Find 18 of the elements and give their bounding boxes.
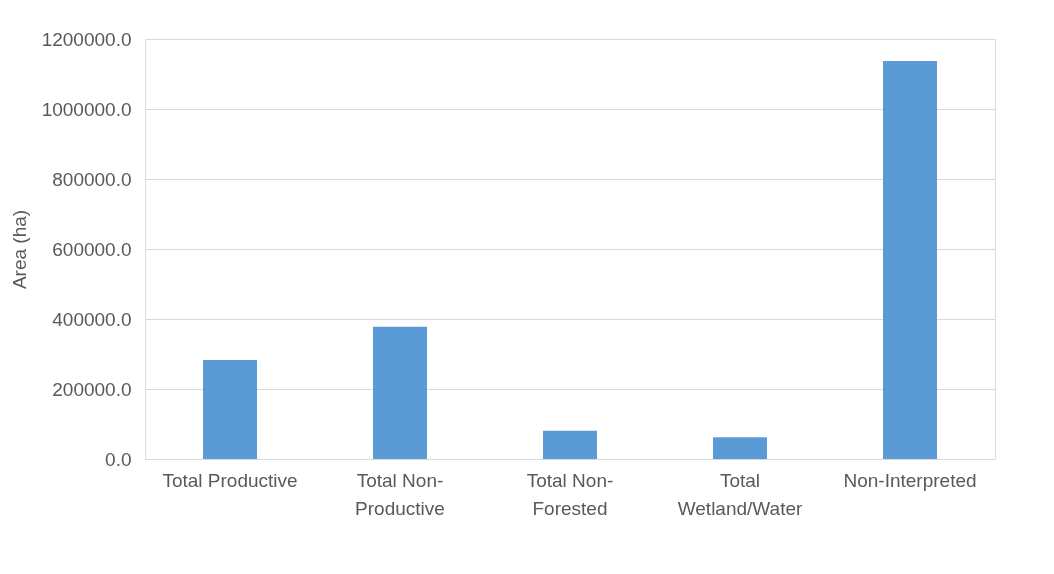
x-tick-label: Total Non-Productive [355, 469, 445, 519]
x-tick-label: Total Wetland/Water [677, 469, 803, 519]
y-tick-label: 1000000.0 [41, 98, 132, 120]
y-tick-label: 600000.0 [52, 238, 132, 260]
y-tick-label: 0.0 [105, 448, 132, 470]
y-tick-label: 800000.0 [52, 168, 132, 190]
y-tick-label: 200000.0 [52, 378, 132, 400]
y-tick-label: 400000.0 [52, 308, 132, 330]
x-tick-label: Non-Interpreted [843, 469, 977, 491]
x-tick-label: Total Non-Forested [526, 469, 614, 519]
bar [883, 61, 937, 459]
x-tick-label: Total Productive [162, 469, 298, 491]
bar [373, 326, 427, 459]
bar [203, 359, 257, 459]
y-axis-title: Area (ha) [8, 209, 30, 290]
y-tick-label: 1200000.0 [41, 28, 132, 50]
bar [713, 437, 767, 459]
bar [543, 430, 597, 459]
